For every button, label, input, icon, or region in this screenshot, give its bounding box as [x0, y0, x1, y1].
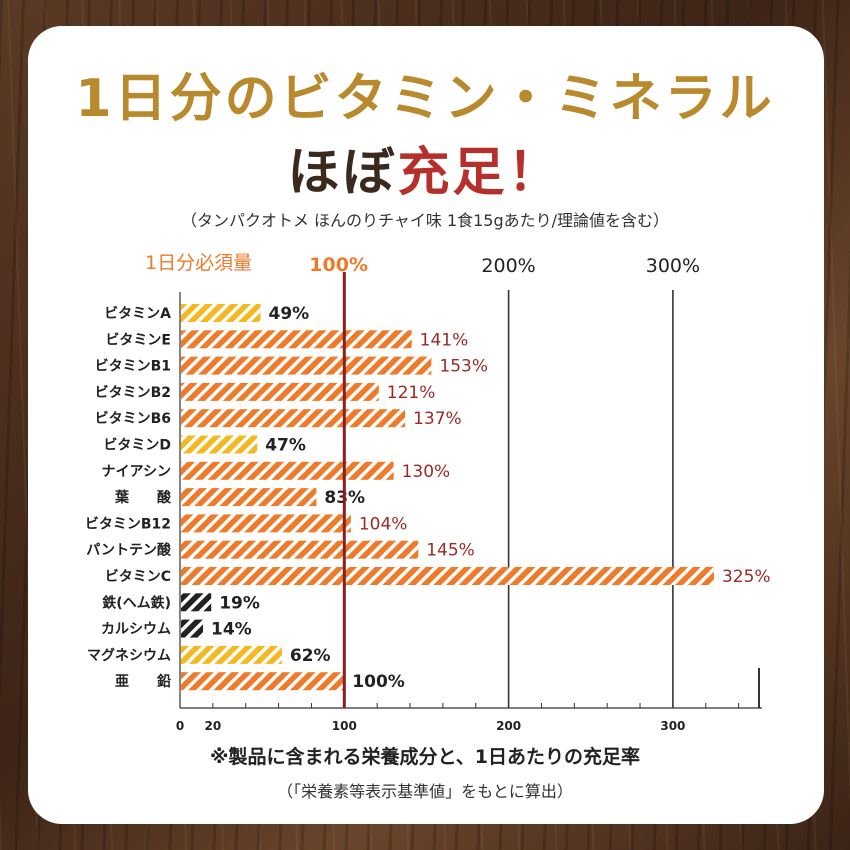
category-label: ビタミンB6: [95, 411, 171, 427]
value-label: 130%: [402, 462, 451, 482]
bar-6: [181, 461, 394, 480]
bar-3: [181, 382, 379, 401]
bar-1: [181, 330, 412, 349]
product-subtitle: （タンパクオトメ ほんのりチャイ味 1食15gあたり/理論値を含む）: [180, 211, 670, 230]
x-tick-label: 20: [205, 719, 222, 733]
bar-5: [181, 435, 258, 454]
category-label: ビタミンB2: [95, 385, 171, 401]
category-label: ビタミンC: [105, 569, 171, 585]
footnote-main: ※製品に含まれる栄養成分と、1日あたりの充足率: [210, 746, 640, 768]
category-label: ビタミンD: [103, 438, 171, 454]
category-label: ビタミンB1: [95, 359, 171, 375]
x-tick-label: 300: [660, 719, 685, 733]
category-label: ビタミンA: [104, 306, 171, 322]
bar-13: [181, 645, 282, 664]
category-label: 亜 鉛: [115, 673, 171, 690]
value-label: 47%: [265, 436, 306, 456]
value-label: 100%: [352, 672, 405, 692]
title-line-1: 1日分のビタミン・ミネラル: [75, 69, 775, 129]
title-line-2-highlight: 充足！: [397, 143, 563, 203]
bar-10: [181, 567, 714, 585]
value-label: 141%: [420, 330, 469, 350]
value-label: 104%: [359, 514, 408, 534]
bar-2: [181, 356, 432, 375]
x-tick-label: 200: [496, 719, 521, 733]
bar-4: [181, 409, 406, 428]
content-card: [28, 26, 824, 824]
bar-11: [181, 593, 212, 612]
bar-0: [181, 304, 261, 322]
bar-14: [181, 672, 345, 691]
category-label: パントテン酸: [86, 542, 172, 559]
value-label: 62%: [290, 646, 331, 666]
top-tick-label: 300%: [646, 255, 700, 277]
bar-9: [181, 540, 419, 559]
title-line-2: ほぼ充足！: [0, 130, 850, 205]
category-label: 鉄(ヘム鉄): [102, 594, 171, 611]
footnote-source: （「栄養素等表示基準値」をもとに算出）: [277, 782, 573, 801]
value-label: 19%: [219, 593, 260, 613]
category-label: カルシウム: [101, 622, 171, 638]
value-label: 121%: [387, 383, 436, 403]
x-tick-label: 100: [332, 719, 357, 733]
reference-label: 1日分必須量: [145, 252, 252, 274]
category-label: ビタミンE: [105, 332, 171, 348]
reference-value-label: 100%: [309, 254, 368, 276]
bar-8: [181, 514, 351, 533]
category-label: ビタミンB12: [85, 516, 171, 532]
category-label: 葉 酸: [114, 489, 172, 506]
value-label: 14%: [211, 620, 252, 640]
value-label: 325%: [722, 567, 771, 587]
value-label: 137%: [413, 409, 462, 429]
category-label: ナイアシン: [102, 464, 171, 480]
bar-7: [181, 488, 317, 507]
x-tick-label: 0: [176, 719, 184, 733]
value-label: 49%: [269, 304, 310, 324]
top-tick-label: 200%: [481, 255, 535, 277]
value-label: 145%: [426, 541, 475, 561]
value-label: 153%: [439, 357, 488, 377]
bar-12: [181, 619, 204, 638]
category-label: マグネシウム: [87, 647, 171, 664]
title-line-2-prefix: ほぼ: [287, 143, 398, 203]
